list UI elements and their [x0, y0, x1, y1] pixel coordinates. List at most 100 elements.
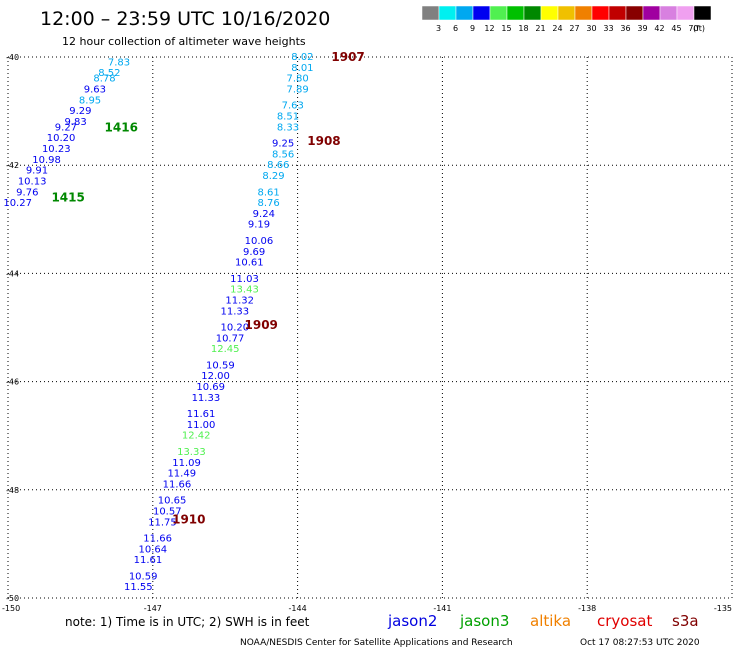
- wave-height-label: 12.00: [201, 371, 230, 382]
- wave-height-label: 8.76: [258, 198, 280, 209]
- wave-height-label: 8.78: [93, 74, 115, 85]
- colorbar-label: 36: [620, 24, 630, 33]
- wave-height-label: 13.43: [230, 285, 259, 296]
- colorbar-swatch: [523, 5, 542, 21]
- wave-height-label: 7.63: [282, 101, 304, 112]
- footer-note: note: 1) Time is in UTC; 2) SWH is in fe…: [65, 615, 310, 629]
- wave-height-label: 8.01: [291, 63, 313, 74]
- colorbar-swatch: [540, 5, 559, 21]
- wave-height-label: 10.69: [196, 382, 225, 393]
- wave-height-label: 10.59: [129, 571, 158, 582]
- wave-height-label: 8.95: [79, 95, 101, 106]
- colorbar-label: 3: [436, 24, 441, 33]
- wave-height-label: 11.61: [134, 555, 163, 566]
- x-tick-label: -135: [714, 604, 732, 613]
- wave-height-label: 10.23: [42, 144, 71, 155]
- colorbar-label: 33: [603, 24, 613, 33]
- wave-height-label: 11.03: [230, 274, 259, 285]
- y-tick-label: -40: [6, 53, 19, 62]
- colorbar-swatch: [489, 5, 508, 21]
- colorbar-swatch: [693, 5, 712, 21]
- legend-cryosat: cryosat: [597, 612, 652, 630]
- y-tick-label: -44: [6, 269, 19, 278]
- colorbar-swatch: [506, 5, 525, 21]
- colorbar-label: 15: [501, 24, 511, 33]
- pass-number-label: 1910: [172, 513, 205, 527]
- chart-subtitle: 12 hour collection of altimeter wave hei…: [62, 35, 306, 48]
- colorbar-label: 9: [470, 24, 475, 33]
- pass-number-label: 1909: [245, 318, 278, 332]
- y-tick-label: -42: [6, 161, 19, 170]
- wave-height-label: 11.55: [124, 582, 153, 593]
- y-tick-label: -48: [6, 486, 19, 495]
- legend-jason3: jason3: [459, 612, 509, 630]
- wave-height-label: 8.29: [262, 171, 284, 182]
- x-tick-label: -138: [578, 604, 596, 613]
- pass-number-label: 1908: [307, 134, 340, 148]
- grid-lines: [7, 56, 733, 599]
- wave-height-label: 11.66: [163, 479, 192, 490]
- wave-height-label: 8.52: [98, 68, 120, 79]
- wave-height-label: 9.63: [84, 84, 106, 95]
- wave-height-label: 10.64: [138, 544, 167, 555]
- wave-height-label: 12.45: [211, 344, 240, 355]
- wave-height-label: 10.77: [216, 333, 245, 344]
- wave-height-label: 13.33: [177, 447, 206, 458]
- wave-height-label: 9.76: [16, 187, 38, 198]
- x-tick-label: -150: [2, 604, 20, 613]
- wave-height-label: 8.56: [272, 149, 294, 160]
- legend-altika: altika: [530, 612, 571, 630]
- y-tick-label: -50: [6, 594, 19, 603]
- wave-height-label: 8.66: [267, 160, 289, 171]
- legend-s3a: s3a: [672, 612, 699, 630]
- wave-height-label: 10.59: [206, 360, 235, 371]
- wave-height-label: 11.61: [187, 409, 216, 420]
- wave-height-label: 9.69: [243, 247, 265, 258]
- colorbar-label: 6: [453, 24, 458, 33]
- wave-height-label: 7.80: [286, 74, 308, 85]
- data-points: 7.838.528.789.638.959.299.839.2710.2010.…: [3, 52, 313, 593]
- credit-right: Oct 17 08:27:53 UTC 2020: [580, 638, 700, 648]
- wave-height-label: 11.00: [187, 420, 216, 431]
- wave-height-label: 9.27: [55, 122, 77, 133]
- colorbar-unit: (ft): [693, 24, 705, 33]
- colorbar-label: 70: [688, 24, 698, 33]
- pass-number-label: 1907: [331, 50, 364, 64]
- wave-height-label: 12.42: [182, 431, 211, 442]
- colorbar-label: 24: [552, 24, 562, 33]
- wave-height-label: 11.32: [225, 295, 254, 306]
- satellite-legend: jason2 jason3 altika cryosat s3a: [387, 612, 699, 630]
- colorbar-label: 30: [586, 24, 596, 33]
- wave-height-label: 11.75: [148, 517, 177, 528]
- wave-height-label: 7.89: [286, 84, 308, 95]
- wave-height-label: 9.29: [69, 106, 91, 117]
- colorbar-label: 45: [671, 24, 681, 33]
- colorbar-label: 42: [654, 24, 664, 33]
- chart-title: 12:00 – 23:59 UTC 10/16/2020: [40, 8, 330, 30]
- y-tick-label: -46: [6, 378, 19, 387]
- wave-height-label: 8.02: [291, 52, 313, 63]
- colorbar-swatch: [608, 5, 627, 21]
- colorbar-swatch: [472, 5, 491, 21]
- credit-left: NOAA/NESDIS Center for Satellite Applica…: [240, 638, 513, 648]
- x-tick-label: -141: [433, 604, 451, 613]
- wave-height-label: 8.33: [277, 122, 299, 133]
- colorbar-swatch: [455, 5, 474, 21]
- colorbar-swatch: [642, 5, 661, 21]
- colorbar-swatch: [438, 5, 457, 21]
- wave-height-label: 9.83: [64, 117, 86, 128]
- colorbar-swatch: [421, 5, 440, 21]
- x-tick-label: -144: [289, 604, 307, 613]
- colorbar-swatch: [574, 5, 593, 21]
- wave-height-label: 10.65: [158, 496, 187, 507]
- wave-height-label: 8.51: [277, 112, 299, 123]
- wave-height-label: 10.27: [3, 198, 32, 209]
- pass-number-label: 1415: [51, 191, 84, 205]
- wave-height-label: 9.24: [253, 209, 275, 220]
- axis-tick-labels: -40 -42 -44 -46 -48 -50-150 -147 -144 -141 -138 -1…: [2, 53, 732, 613]
- pass-labels: 1907 1908 1909 1910 1416 1415: [51, 50, 364, 527]
- colorbar-swatch: [625, 5, 644, 21]
- colorbar-label: 21: [535, 24, 545, 33]
- wave-height-label: 11.09: [172, 458, 201, 469]
